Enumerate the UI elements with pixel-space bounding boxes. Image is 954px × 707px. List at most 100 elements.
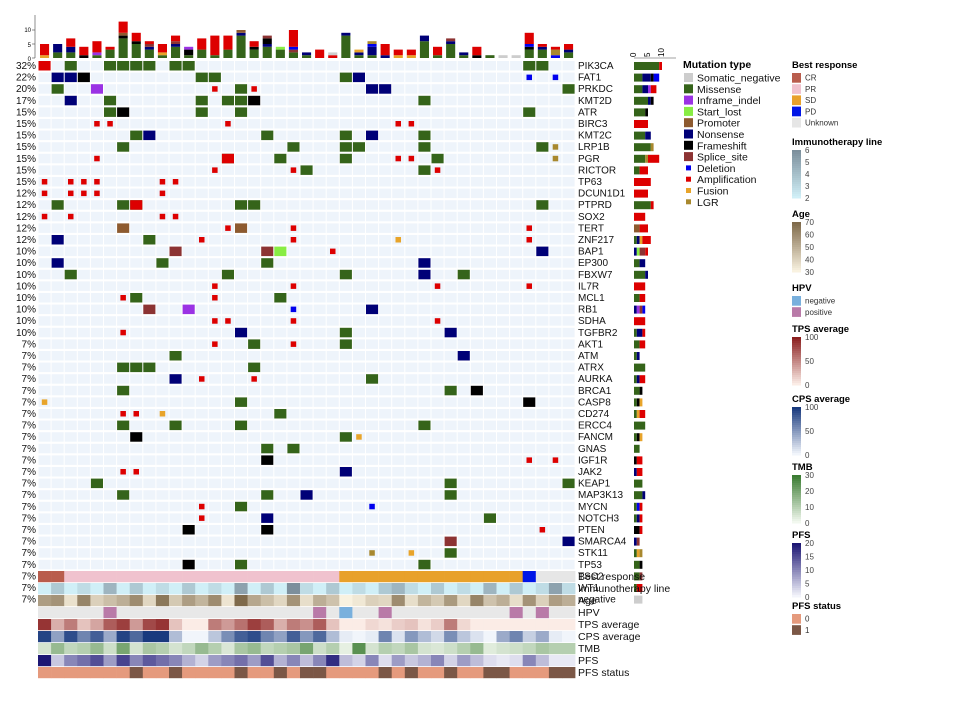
track-cell [326, 583, 340, 595]
grid-cell [457, 165, 470, 175]
grid-cell [104, 339, 117, 349]
grid-cell [38, 490, 51, 500]
grid-cell [77, 501, 90, 512]
grid-cell [104, 501, 117, 512]
legend-tick: 50 [805, 357, 814, 366]
grid-cell [510, 385, 523, 396]
grid-cell [261, 119, 274, 129]
grid-cell [221, 211, 234, 222]
track-cell [129, 619, 144, 631]
legend-gradient-step [792, 261, 801, 265]
grid-cell [549, 513, 562, 523]
grid-cell [352, 84, 365, 94]
grid-cell [117, 211, 130, 222]
mutation-cell [133, 411, 139, 417]
grid-cell [536, 420, 549, 431]
track-cell [221, 607, 235, 619]
grid-cell [248, 304, 261, 315]
grid-cell [274, 165, 287, 175]
grid-cell [248, 548, 261, 558]
legend-gradient-step [792, 491, 801, 494]
track-cell [483, 667, 497, 679]
track-cell [51, 619, 65, 631]
grid-cell [457, 467, 470, 477]
legend-gradient-step [792, 343, 801, 346]
grid-cell [169, 327, 182, 338]
grid-cell [352, 420, 365, 431]
grid-cell [536, 385, 549, 396]
grid-cell [562, 188, 575, 199]
mutation-cell [339, 72, 352, 83]
legend-gradient-step [792, 570, 801, 573]
grid-cell [313, 455, 326, 465]
top-axis-tick: 0 [28, 57, 32, 63]
grid-cell [90, 200, 103, 210]
grid-cell [339, 513, 352, 523]
grid-cell [497, 362, 510, 373]
grid-cell [300, 420, 313, 431]
mutation-cell [51, 72, 64, 83]
grid-cell [235, 455, 248, 465]
mutation-cell [562, 84, 575, 94]
grid-cell [497, 490, 510, 500]
grid-cell [483, 246, 496, 257]
grid-cell [339, 107, 352, 117]
side-bar-segment [634, 433, 637, 442]
grid-cell [313, 246, 326, 257]
grid-cell [562, 525, 575, 535]
grid-cell [523, 177, 536, 187]
grid-cell [274, 374, 287, 384]
grid-cell [457, 443, 470, 454]
grid-cell [483, 455, 496, 465]
legend-gradient-step [792, 375, 801, 378]
grid-cell [182, 84, 195, 94]
grid-cell [431, 339, 444, 349]
grid-cell [156, 316, 169, 326]
grid-cell [64, 281, 77, 291]
grid-cell [195, 478, 208, 489]
grid-cell [326, 490, 339, 500]
grid-cell [510, 351, 523, 361]
grid-cell [444, 316, 457, 326]
top-bar-segment [446, 41, 456, 44]
grid-cell [221, 177, 234, 187]
grid-cell [536, 211, 549, 222]
grid-cell [182, 409, 195, 419]
track-cell [365, 607, 379, 619]
grid-cell [418, 374, 431, 384]
grid-cell [470, 269, 483, 280]
grid-cell [366, 536, 379, 547]
track-cell [234, 583, 248, 595]
grid-cell [287, 200, 300, 210]
legend-tick: 50 [805, 427, 814, 436]
track-cell [234, 571, 248, 583]
grid-cell [195, 385, 208, 396]
grid-cell [392, 327, 405, 338]
side-bar-segment [634, 456, 637, 465]
grid-cell [221, 188, 234, 199]
grid-cell [274, 316, 287, 326]
grid-cell [248, 211, 261, 222]
legend-gradient-step [792, 585, 801, 589]
grid-cell [208, 153, 221, 164]
track-cell [444, 583, 458, 595]
grid-cell [366, 525, 379, 535]
grid-cell [77, 559, 90, 570]
grid-cell [366, 165, 379, 175]
track-cell [208, 583, 222, 595]
mutation-cell [235, 200, 248, 210]
grid-cell [51, 165, 64, 175]
legend-tick: 3 [805, 182, 810, 191]
grid-cell [313, 316, 326, 326]
legend-gradient-step [792, 481, 801, 484]
grid-cell [392, 374, 405, 384]
grid-cell [549, 559, 562, 570]
track-cell [221, 643, 235, 655]
legend-tick: 30 [805, 471, 814, 480]
grid-cell [352, 235, 365, 245]
grid-cell [470, 420, 483, 431]
grid-cell [169, 281, 182, 291]
grid-cell [182, 95, 195, 106]
grid-cell [457, 281, 470, 291]
grid-cell [38, 548, 51, 558]
